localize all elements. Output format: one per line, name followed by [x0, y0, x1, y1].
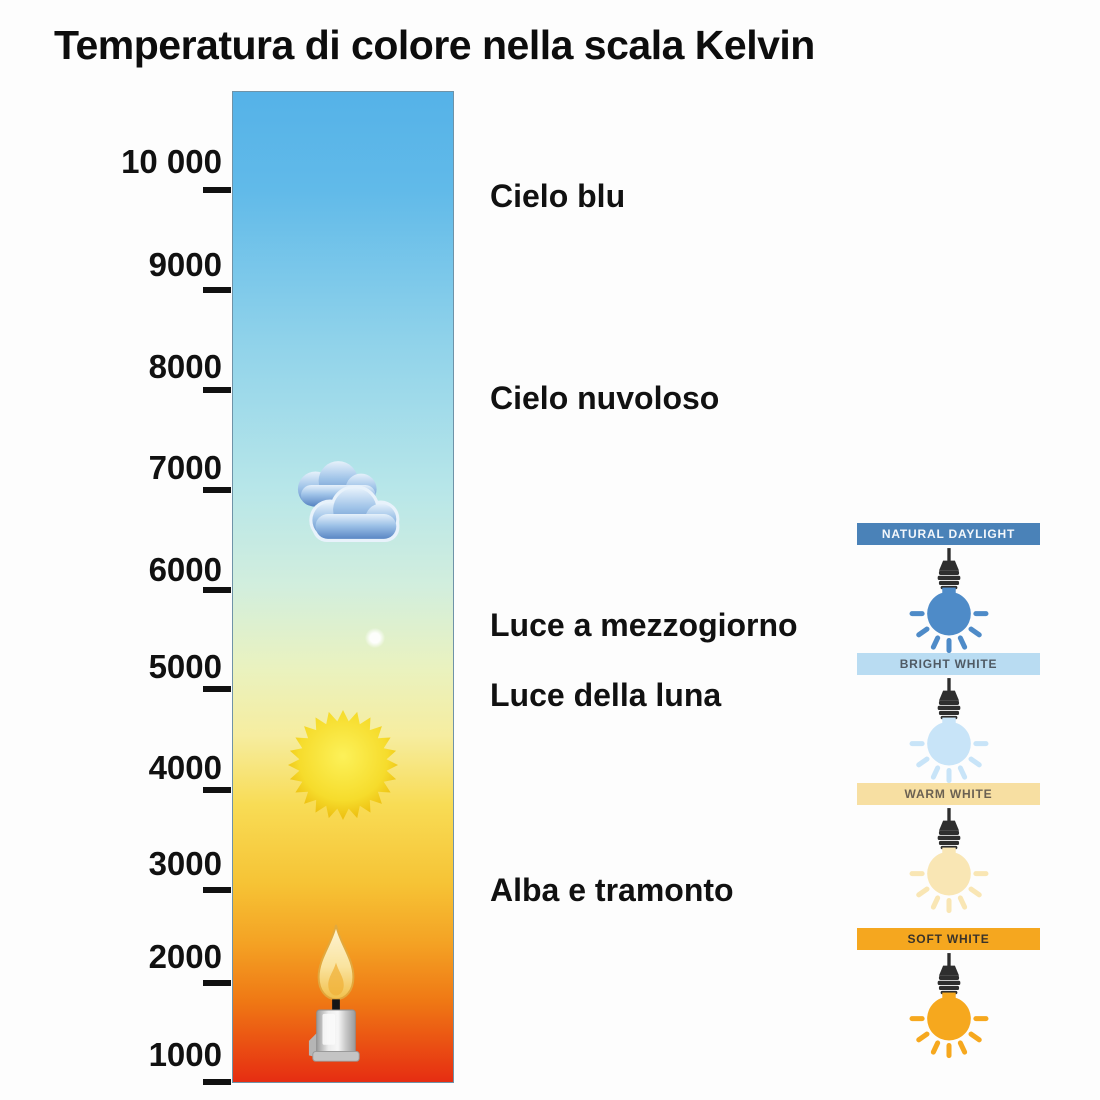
kelvin-tick-label: 6000	[148, 551, 222, 588]
kelvin-tick-mark	[203, 387, 231, 393]
kelvin-tick-label: 3000	[148, 845, 222, 882]
bulb-card-banner: NATURAL DAYLIGHT	[857, 523, 1040, 545]
sun-icon	[288, 710, 398, 820]
annotation-alba-e-tramonto: Alba e tramonto	[490, 872, 734, 908]
moon-icon	[365, 628, 385, 648]
kelvin-tick-label: 5000	[148, 648, 222, 685]
kelvin-gradient-bar	[232, 91, 454, 1083]
light-bulb-icon	[909, 953, 988, 1059]
kelvin-tick-mark	[203, 287, 231, 293]
light-bulb-icon	[909, 678, 988, 784]
bulb-card-banner: BRIGHT WHITE	[857, 653, 1040, 675]
candle-icon	[308, 924, 360, 1062]
kelvin-tick-label: 1000	[148, 1036, 222, 1073]
light-bulb-icon	[909, 808, 988, 914]
kelvin-tick-mark	[203, 887, 231, 893]
light-bulb-icon	[909, 548, 988, 654]
bulb-card-soft-white: SOFT WHITE	[857, 928, 1040, 1059]
annotation-luce-della-luna: Luce della luna	[490, 677, 722, 713]
bulb-card-warm-white: WARM WHITE	[857, 783, 1040, 914]
kelvin-tick-label: 8000	[148, 348, 222, 385]
bulb-card-natural-daylight: NATURAL DAYLIGHT	[857, 523, 1040, 654]
bulb-card-banner: SOFT WHITE	[857, 928, 1040, 950]
annotation-cielo-nuvoloso: Cielo nuvoloso	[490, 380, 720, 416]
kelvin-tick-label: 10 000	[121, 143, 222, 180]
kelvin-tick-mark	[203, 487, 231, 493]
kelvin-tick-label: 7000	[148, 449, 222, 486]
page-title: Temperatura di colore nella scala Kelvin	[54, 22, 815, 68]
annotation-cielo-blu: Cielo blu	[490, 178, 626, 214]
kelvin-tick-mark	[203, 787, 231, 793]
annotation-luce-a-mezzogiorno: Luce a mezzogiorno	[490, 607, 798, 643]
bulb-card-bright-white: BRIGHT WHITE	[857, 653, 1040, 784]
kelvin-tick-mark	[203, 587, 231, 593]
kelvin-tick-mark	[203, 980, 231, 986]
kelvin-tick-mark	[203, 686, 231, 692]
kelvin-tick-mark	[203, 1079, 231, 1085]
kelvin-tick-mark	[203, 187, 231, 193]
clouds-icon	[297, 461, 400, 542]
bulb-card-banner: WARM WHITE	[857, 783, 1040, 805]
kelvin-tick-label: 2000	[148, 938, 222, 975]
kelvin-tick-label: 9000	[148, 246, 222, 283]
kelvin-tick-label: 4000	[148, 749, 222, 786]
